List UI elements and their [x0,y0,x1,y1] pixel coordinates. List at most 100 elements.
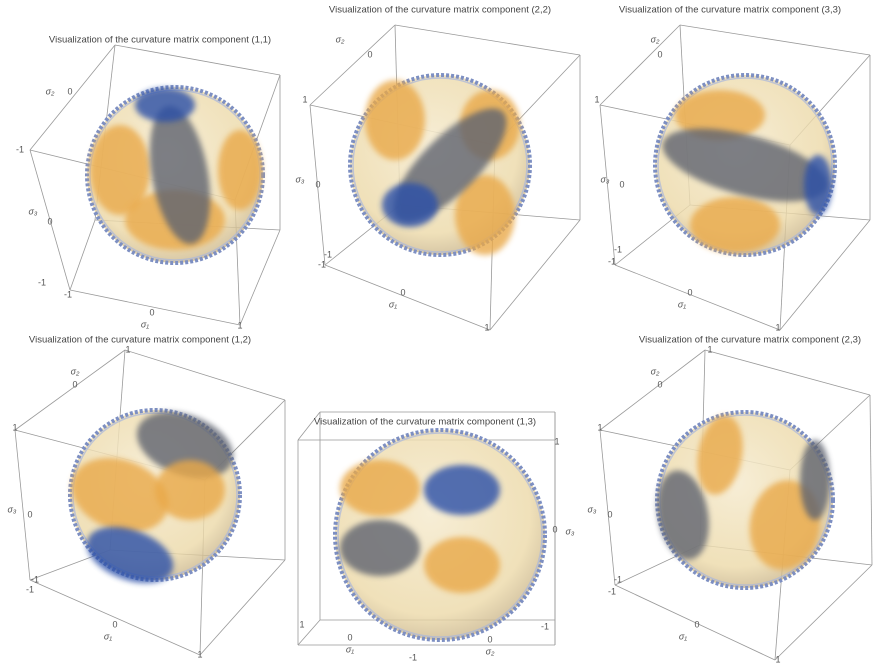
tick-label: 1 [597,422,602,432]
box-edge [869,394,873,566]
tick-label: 1 [302,94,307,104]
surface-blob [136,412,234,478]
tick-label: -1 [541,621,549,631]
axis-label: σ₂ [651,366,660,376]
surface-blob [135,88,195,122]
surface-blob [804,155,832,215]
panel: Visualization of the curvature matrix co… [296,5,581,332]
tick-label: -1 [608,586,616,596]
axis-label: σ₂ [336,34,345,44]
surface-blob [675,90,765,140]
box-edge [297,619,321,646]
surface-blob [90,125,150,215]
panel-title: Visualization of the curvature matrix co… [329,5,551,16]
box-edge [599,104,616,266]
panel: Visualization of the curvature matrix co… [297,411,575,662]
surface-blob [149,105,211,245]
box-edge [309,104,326,266]
box-edge [297,411,321,441]
axis-label: σ₁ [678,299,686,309]
surface-blob [218,130,262,210]
surface-blob [382,183,438,227]
panel: Visualization of the curvature matrix co… [588,335,873,664]
tick-label: 0 [27,509,32,519]
tick-label: 0 [687,287,692,297]
tick-label: 0 [619,179,624,189]
tick-label: 0 [347,632,352,642]
tick-label: 1 [775,654,780,664]
axis-label: σ₁ [389,299,397,309]
surface-blob [697,415,743,495]
tick-label: 1 [125,344,130,354]
axis-label: σ₁ [141,319,149,329]
axis-label: σ₃ [566,526,575,536]
surface-blob [340,520,420,576]
surface-blob [71,457,169,533]
panel-title: Visualization of the curvature matrix co… [49,35,271,46]
surface-blob [155,460,225,520]
axis-label: σ₃ [29,206,38,216]
tick-label: 0 [487,634,492,644]
tick-label: 0 [367,49,372,59]
axis-label: σ₃ [588,504,597,514]
box-edge [29,579,201,656]
axis-label: σ₂ [71,366,80,376]
tick-label: 1 [237,320,242,330]
box-edge [599,349,706,431]
tick-label: 1 [299,619,304,629]
axis-label: σ₃ [601,174,610,184]
axis-label: σ₁ [679,631,687,641]
box-edge [774,564,873,661]
tick-label: -1 [26,584,34,594]
box-edge [394,24,581,56]
tick-label: 0 [67,86,72,96]
surface-blob [365,80,425,160]
box-edge [599,429,616,586]
surface-blob [424,537,500,593]
sphere-rim [337,432,543,638]
tick-label: 0 [149,307,154,317]
tick-label: 0 [315,179,320,189]
tick-label: -1 [324,249,332,259]
axis-label: σ₂ [486,646,495,656]
panel: Visualization of the curvature matrix co… [594,5,871,332]
tick-label: 1 [594,94,599,104]
box-edge [489,219,581,331]
tick-label: 1 [554,436,559,446]
tick-label: 0 [552,524,557,534]
tick-label: 1 [197,649,202,659]
box-edge [124,349,286,401]
tick-label: 0 [72,379,77,389]
tick-label: -1 [16,144,24,154]
tick-label: 1 [12,422,17,432]
box-edge [114,44,281,76]
panel-title: Visualization of the curvature matrix co… [314,417,536,428]
axis-label: σ₂ [651,34,660,44]
box-edge [309,24,396,106]
tick-label: -1 [31,574,39,584]
tick-label: 0 [657,49,662,59]
box-edge [324,264,491,331]
surface-blob [690,197,780,253]
panel-title: Visualization of the curvature matrix co… [639,335,861,346]
box-edge [29,44,116,151]
tick-label: 1 [775,322,780,332]
sphere-rim [352,77,528,253]
box-edge [14,429,31,581]
box-edge [14,349,126,431]
box-edge [69,219,96,291]
axis-label: σ₃ [296,174,305,184]
surface-blob [86,526,174,584]
tick-label: -1 [608,256,616,266]
surface-blob [424,465,500,515]
tick-label: 0 [400,287,405,297]
box-edge [614,264,781,331]
box-edge [69,289,241,326]
tick-label: 1 [484,322,489,332]
axis-label: σ₁ [346,644,354,654]
tick-label: -1 [614,244,622,254]
tick-label: 0 [657,379,662,389]
tick-label: 0 [607,509,612,519]
axis-label: σ₃ [8,504,17,514]
